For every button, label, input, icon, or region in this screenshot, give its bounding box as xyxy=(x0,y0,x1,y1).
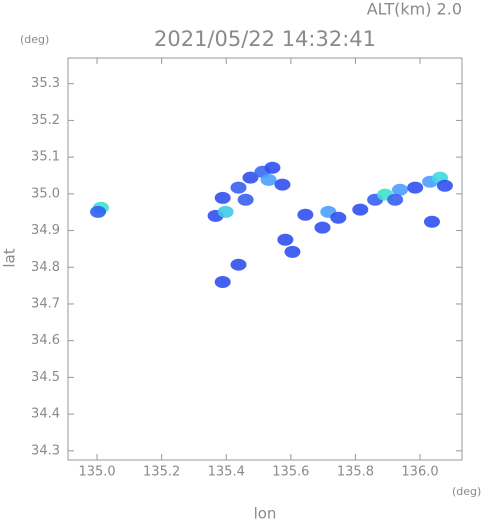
echo xyxy=(260,173,277,186)
x-tick-label: 135.0 xyxy=(78,465,115,480)
x-tick-label: 135.2 xyxy=(143,465,180,480)
y-tick-label: 35.1 xyxy=(31,150,60,165)
y-tick-label: 34.8 xyxy=(31,260,60,275)
x-tick-label: 135.4 xyxy=(208,465,245,480)
y-tick-label: 34.5 xyxy=(31,370,60,385)
x-tick-label: 136.0 xyxy=(401,465,438,480)
chart-title: 2021/05/22 14:32:41 xyxy=(154,27,376,51)
echo xyxy=(391,183,408,196)
echo xyxy=(230,258,247,271)
y-tick-label: 35.2 xyxy=(31,113,60,128)
echo xyxy=(277,233,294,246)
y-tick-label: 34.9 xyxy=(31,223,60,238)
echo xyxy=(297,208,314,221)
y-tick-label: 34.6 xyxy=(31,333,60,348)
echo xyxy=(237,193,254,206)
x-tick-label: 135.8 xyxy=(337,465,374,480)
echo xyxy=(407,181,424,194)
echo xyxy=(230,181,247,194)
echo xyxy=(242,171,259,184)
echo xyxy=(214,191,231,204)
echo xyxy=(90,205,107,218)
x-axis-label: lon xyxy=(254,505,277,521)
echo xyxy=(387,193,404,206)
x-unit: (deg) xyxy=(452,485,481,498)
altitude-label: ALT(km) 2.0 xyxy=(367,0,462,19)
y-tick-label: 34.4 xyxy=(31,407,60,422)
echo xyxy=(330,211,347,224)
echo xyxy=(217,205,234,218)
echo xyxy=(352,203,369,216)
echo xyxy=(214,275,231,288)
echo xyxy=(436,179,453,192)
echo xyxy=(284,245,301,258)
x-tick-label: 135.6 xyxy=(272,465,309,480)
echo xyxy=(274,178,291,191)
y-axis-label: lat xyxy=(1,248,19,267)
plot-frame xyxy=(67,57,463,461)
y-tick-label: 35.0 xyxy=(31,186,60,201)
y-tick-label: 35.3 xyxy=(31,76,60,91)
echo xyxy=(314,221,331,234)
echo xyxy=(423,215,440,228)
echo xyxy=(264,161,281,174)
y-tick-label: 34.3 xyxy=(31,443,60,458)
y-tick-label: 34.7 xyxy=(31,296,60,311)
y-unit: (deg) xyxy=(20,33,49,46)
